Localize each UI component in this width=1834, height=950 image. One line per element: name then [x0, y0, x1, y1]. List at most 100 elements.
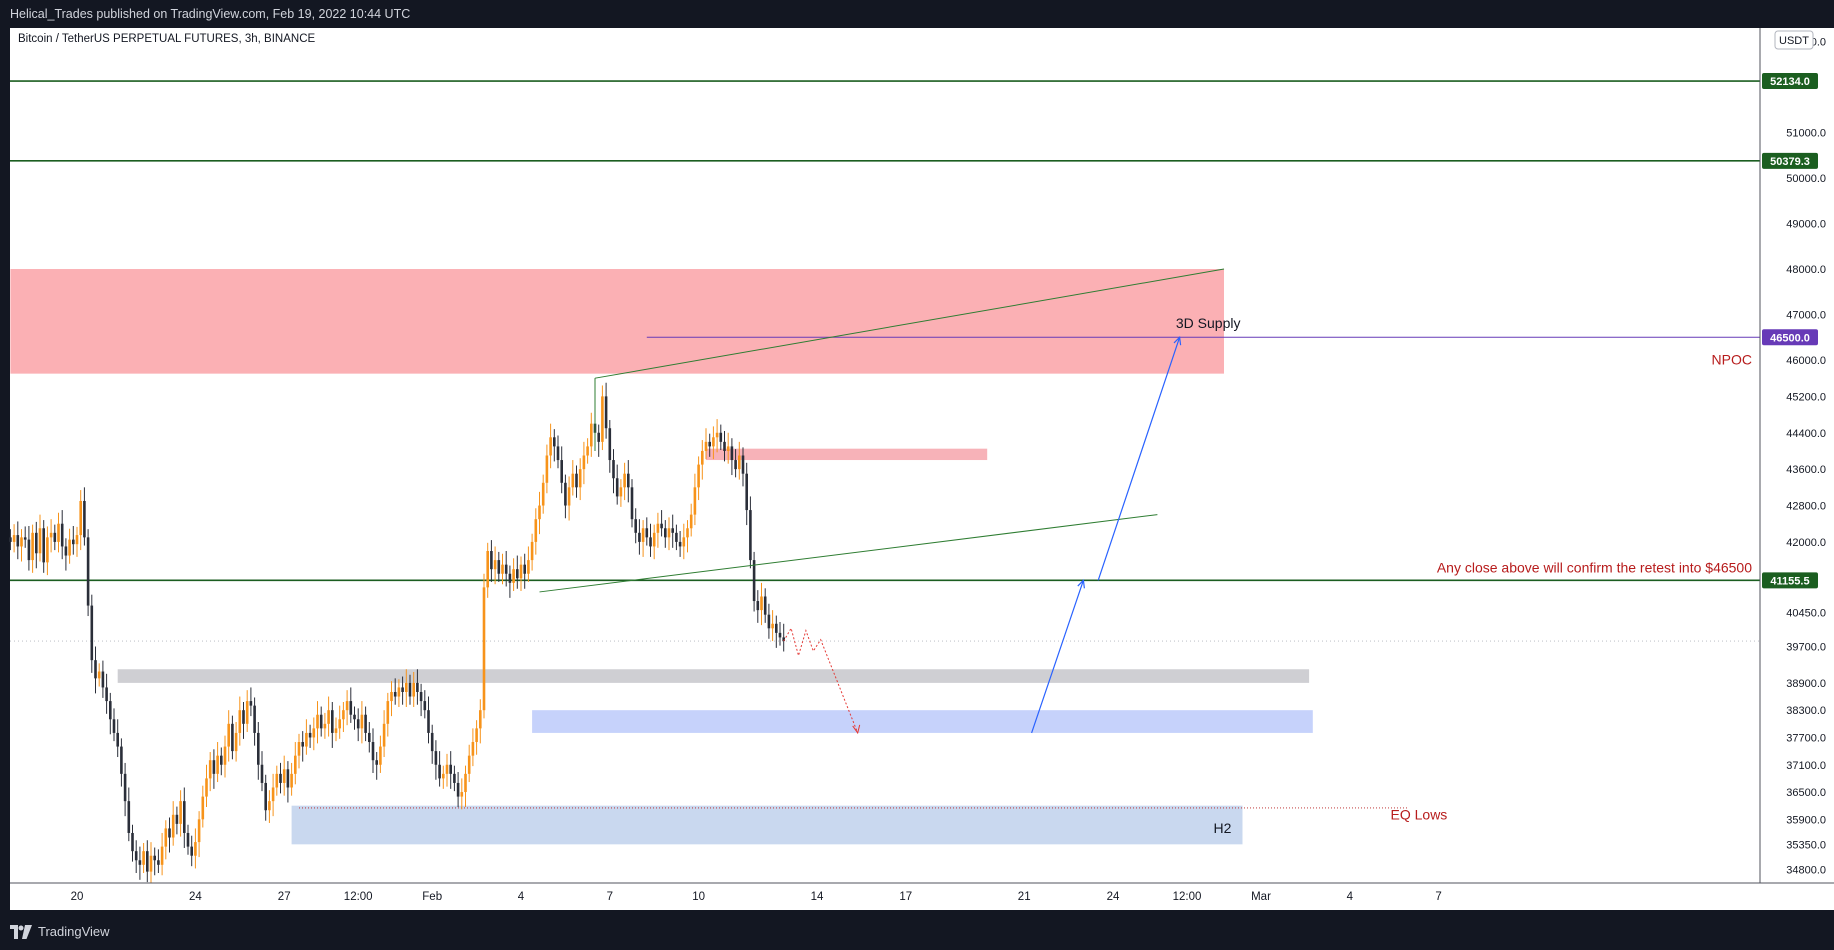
candle-body: [575, 473, 578, 488]
candle-body: [286, 769, 290, 788]
candle-body: [268, 801, 271, 811]
candle-body: [726, 446, 730, 451]
time-tick-label: 20: [71, 891, 84, 903]
symbol-title: Bitcoin / TetherUS PERPETUAL FUTURES, 3h…: [18, 33, 316, 45]
candle-body: [316, 714, 319, 729]
candle-body: [109, 701, 112, 720]
candle-body: [382, 723, 386, 747]
price-tick-label: 37700.0: [1786, 732, 1826, 744]
candle-body: [715, 432, 719, 438]
currency-badge[interactable]: [1774, 30, 1814, 50]
candle-body: [442, 773, 445, 779]
candle-body: [693, 487, 697, 515]
candle-body: [475, 728, 478, 743]
candle-body: [212, 760, 216, 774]
candle-body: [375, 760, 378, 765]
candle-body: [275, 773, 279, 788]
candle-body: [134, 851, 138, 861]
candle-body: [423, 701, 427, 711]
candle-body: [619, 487, 623, 497]
price-chart[interactable]: 3D Supply NPOC Any close above will confir…: [0, 28, 1834, 916]
candle-body: [164, 828, 168, 847]
projection-arrow-up-head: [1077, 579, 1085, 589]
candle-body: [479, 710, 482, 729]
candle-body: [767, 614, 771, 629]
candle-body: [238, 710, 242, 733]
zone-grey-zone: [117, 669, 1310, 683]
candle-body: [38, 528, 42, 554]
price-tick-label: 35350.0: [1786, 839, 1826, 851]
candle-body: [308, 732, 312, 738]
candle-body: [412, 682, 415, 697]
candle-body: [578, 469, 582, 488]
price-tick-label: 38900.0: [1786, 678, 1826, 690]
levels-layer: [10, 80, 1760, 809]
candle-body: [79, 500, 82, 536]
tradingview-logo[interactable]: TradingView: [10, 924, 110, 939]
candle-body: [223, 746, 227, 765]
candle-body: [453, 773, 456, 783]
time-axis[interactable]: [10, 883, 1834, 910]
candle-body: [752, 560, 756, 602]
price-tick-label: 36500.0: [1786, 787, 1826, 799]
candle-body: [504, 564, 508, 574]
time-axis-labels: 20 24 27 12:00 Feb 4 7 10 14 17 21 24 12:00 Mar 4 7: [71, 891, 1442, 903]
candle-body: [534, 519, 538, 542]
price-tick-label: 35900.0: [1786, 814, 1826, 826]
candle-body: [368, 732, 371, 743]
candle-body: [782, 637, 785, 642]
time-tick-label: 24: [1107, 891, 1120, 903]
candle-body: [23, 537, 27, 540]
candle-body: [449, 764, 452, 774]
candle-body: [686, 528, 689, 538]
candle-body: [227, 723, 230, 747]
candle-body: [749, 510, 752, 561]
candle-body: [138, 860, 142, 865]
candle-body: [523, 564, 526, 574]
candle-body: [46, 537, 49, 563]
price-tick-label: 51000.0: [1786, 128, 1826, 140]
candle-body: [53, 532, 57, 542]
projection-arrow-up: [1031, 580, 1084, 734]
price-axis[interactable]: [1760, 28, 1834, 883]
candle-body: [305, 732, 308, 747]
candle-body: [527, 560, 530, 574]
trendline: [594, 268, 1225, 379]
candle-body: [671, 528, 674, 533]
candle-body: [456, 782, 460, 797]
price-tick-label: 40450.0: [1786, 607, 1826, 619]
time-tick-label: 4: [1347, 891, 1354, 903]
candle-body: [242, 710, 245, 724]
candle-body: [35, 532, 38, 554]
price-level-label: 52134.0: [1770, 76, 1810, 88]
candle-body: [90, 605, 94, 661]
chart-area[interactable]: 3D Supply NPOC Any close above will confir…: [0, 28, 1834, 916]
price-tick-label: 43600.0: [1786, 464, 1826, 476]
candle-body: [349, 701, 353, 715]
candle-body: [682, 537, 686, 547]
candle-body: [338, 719, 341, 729]
candle-body: [60, 523, 64, 547]
candle-body: [319, 714, 323, 729]
candle-body: [190, 846, 193, 856]
currency-label: USDT: [1779, 35, 1809, 47]
candle-body: [567, 487, 571, 506]
time-tick-label: 21: [1018, 891, 1031, 903]
candle-body: [664, 528, 667, 538]
price-level-label: 50379.3: [1770, 156, 1810, 168]
candle-body: [597, 432, 600, 442]
tradingview-icon: [10, 924, 32, 939]
candle-body: [83, 500, 86, 538]
annotation-retest: Any close above will confirm the retest …: [1437, 559, 1752, 575]
candle-body: [501, 564, 504, 574]
time-tick-label: 10: [692, 891, 705, 903]
candle-body: [512, 569, 515, 583]
time-tick-label: 27: [278, 891, 291, 903]
candle-body: [364, 714, 367, 733]
candle-body: [486, 551, 489, 588]
candle-body: [615, 478, 619, 497]
candle-body: [660, 523, 663, 529]
projection-path-head: [852, 724, 861, 735]
candle-body: [157, 860, 160, 865]
candle-body: [541, 482, 545, 506]
